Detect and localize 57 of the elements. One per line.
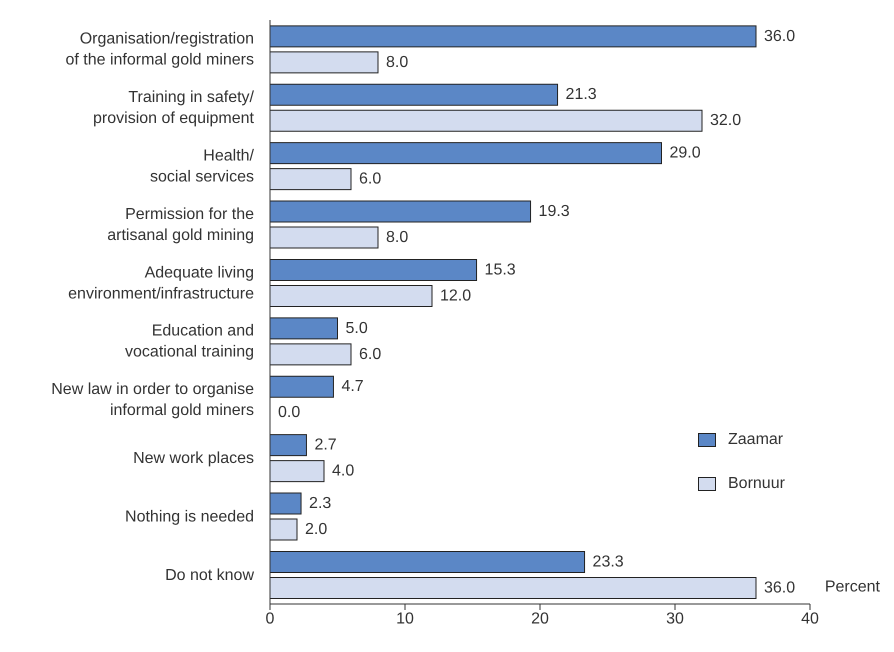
x-tick-label: 40: [801, 610, 819, 628]
data-label: 4.0: [332, 462, 354, 480]
x-tick-label: 20: [531, 610, 549, 628]
bar: [270, 84, 558, 106]
y-tick-label: Organisation/registration of the informal gold miners: [65, 30, 254, 68]
data-label: 36.0: [764, 28, 796, 45]
data-label: 6.0: [359, 170, 382, 188]
bar: [270, 492, 302, 515]
data-label: 0.0: [278, 404, 300, 422]
y-tick-label: New work places: [133, 450, 254, 466]
data-label: 23.3: [592, 553, 624, 570]
bar: [270, 434, 307, 456]
y-tick-label: New law in order to organise informal gold miners: [51, 380, 254, 419]
data-label: 29.0: [670, 144, 701, 162]
bar: [270, 110, 702, 132]
y-tick-label: Adequate living environment/infrastructure: [68, 264, 254, 302]
y-tick-label: Health/ social services: [150, 147, 255, 185]
data-label: 8.0: [386, 54, 408, 71]
bar: [270, 576, 756, 599]
bar: [270, 376, 334, 398]
data-label: 21.3: [566, 86, 597, 104]
bar: [270, 51, 378, 74]
x-axis-title: Percent: [824, 578, 881, 596]
bar: [270, 226, 378, 249]
bar: [270, 200, 532, 223]
legend-label: Zaamar: [728, 431, 784, 449]
x-tick-label: 10: [396, 610, 414, 628]
bar: [270, 168, 352, 190]
data-label: 12.0: [440, 287, 472, 304]
bar: [270, 460, 324, 482]
data-label: 36.0: [764, 579, 796, 596]
y-tick-label: Do not know: [165, 566, 254, 584]
data-label: 8.0: [386, 229, 408, 246]
data-label: 2.0: [305, 521, 328, 538]
data-label: 5.0: [346, 320, 368, 337]
legend-label: Bornuur: [728, 475, 785, 493]
bar: [270, 142, 662, 164]
y-tick-label: Permission for the artisanal gold mining: [107, 205, 254, 244]
data-label: 2.3: [309, 495, 332, 512]
bar: [270, 258, 478, 281]
y-tick-label: Education and vocational training: [125, 322, 254, 360]
x-tick-label: 30: [666, 610, 684, 628]
y-tick-label: Nothing is needed: [125, 508, 254, 525]
bar: [270, 284, 432, 307]
data-label: 19.3: [538, 203, 570, 220]
bar: [270, 317, 338, 340]
x-tick-label: 0: [266, 610, 275, 628]
bar: [270, 25, 756, 48]
data-label: 15.3: [484, 261, 516, 278]
data-label: 4.7: [341, 378, 364, 396]
bar: [270, 343, 352, 366]
data-label: 32.0: [710, 112, 742, 130]
data-label: 6.0: [359, 346, 382, 363]
bar: [270, 550, 586, 573]
bar: [270, 518, 298, 541]
data-label: 2.7: [314, 436, 337, 454]
y-tick-label: Training in safety/ provision of equipment: [93, 88, 255, 127]
